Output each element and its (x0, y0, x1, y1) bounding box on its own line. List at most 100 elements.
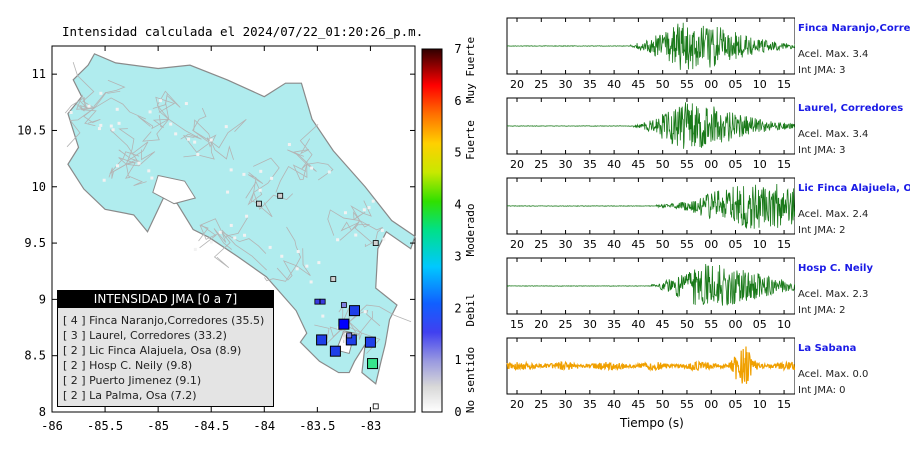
waveform-tick-label: 40 (631, 318, 645, 331)
station-marker (372, 240, 379, 246)
x-tick-label: -85 (147, 419, 169, 433)
station-intensity: Int JMA: 0 (798, 385, 846, 396)
station-accel: Acel. Max. 0.0 (798, 369, 869, 380)
waveform-tick-label: 10 (777, 318, 791, 331)
road-network (64, 61, 412, 354)
legend-box (57, 290, 274, 407)
waveform-tick-label: 45 (631, 398, 645, 411)
station-accel: Acel. Max. 2.4 (798, 209, 869, 220)
colorbar-tick-label: 6 (454, 94, 461, 108)
waveform-tick-label: 05 (729, 398, 743, 411)
waveform-tick-label: 40 (607, 78, 621, 91)
station-marker (316, 334, 328, 346)
station-marker (364, 336, 376, 348)
waveform-trace (506, 183, 795, 229)
waveform-tick-label: 15 (777, 398, 791, 411)
waveform-tick-label: 20 (510, 398, 524, 411)
waveform-tick-label: 05 (753, 318, 767, 331)
waveform-tick-label: 10 (753, 238, 767, 251)
waveform-tick-label: 10 (753, 78, 767, 91)
colorbar-tick-label: 7 (454, 42, 461, 56)
station-markers (256, 192, 379, 410)
map-title: Intensidad calculada el 2024/07/22_01:20… (62, 24, 424, 39)
waveform-tick-label: 15 (510, 318, 524, 331)
y-tick-label: 11 (32, 67, 46, 81)
legend-row: [ 2 ] Hosp C. Neily (9.8) (63, 359, 193, 372)
x-tick-label: -83 (360, 419, 382, 433)
colorbar-tick-label: 2 (454, 301, 461, 315)
waveform-tick-label: 20 (534, 318, 548, 331)
waveform-trace (506, 22, 795, 70)
waveform-tick-label: 40 (607, 238, 621, 251)
waveform-tick-label: 50 (656, 78, 670, 91)
waveform-tick-label: 00 (704, 158, 718, 171)
y-tick-label: 10.5 (17, 123, 46, 137)
waveform-tick-label: 50 (656, 158, 670, 171)
legend-row: [ 4 ] Finca Naranjo,Corredores (35.5) (63, 314, 265, 327)
waveform-tick-label: 10 (753, 158, 767, 171)
waveform-tick-label: 15 (777, 238, 791, 251)
waveform-tick-label: 05 (729, 238, 743, 251)
station-marker (338, 318, 350, 330)
station-intensity: Int JMA: 3 (798, 65, 846, 76)
y-tick-label: 9 (39, 292, 46, 306)
waveform-tick-label: 20 (510, 238, 524, 251)
waveform-tick-label: 00 (704, 78, 718, 91)
waveform-tick-label: 30 (559, 78, 573, 91)
x-tick-label: -83.5 (299, 419, 335, 433)
colorbar-label: Moderado (464, 204, 477, 257)
waveform-tick-label: 15 (777, 158, 791, 171)
colorbar-tick-label: 0 (454, 405, 461, 419)
waveform-trace (506, 263, 795, 306)
colorbar-ticks: 0 1 2 3 4 5 6 7 (454, 42, 461, 419)
waveform-tick-label: 55 (680, 398, 694, 411)
colorbar (421, 48, 443, 413)
station-marker (346, 332, 353, 339)
station-marker (277, 192, 284, 199)
station-name: Finca Naranjo,Corredores (798, 23, 910, 34)
waveform-tick-label: 05 (729, 158, 743, 171)
legend-title: INTENSIDAD JMA [0 a 7] (57, 290, 274, 308)
colorbar-label: No sentido (464, 347, 477, 413)
colorbar-tick-label: 1 (454, 353, 461, 367)
x-tick-label: -84.5 (193, 419, 229, 433)
colorbar-label: Debil (464, 293, 477, 326)
waveform-tick-label: 25 (534, 158, 548, 171)
station-name: Laurel, Corredores (798, 103, 904, 114)
colorbar-tick-label: 4 (454, 198, 461, 212)
waveform-tick-label: 20 (510, 78, 524, 91)
waveform-tick-label: 55 (704, 318, 718, 331)
waveform-tick-label: 50 (656, 398, 670, 411)
y-tick-label: 8.5 (24, 349, 46, 363)
waveform-tick-label: 15 (777, 78, 791, 91)
x-axis-ticks: -86 -85.5 -85 -84.5 -84 -83.5 -83 (41, 46, 381, 433)
station-accel: Acel. Max. 3.4 (798, 49, 869, 60)
waveform-tick-label: 25 (534, 78, 548, 91)
x-tick-label: -86 (41, 419, 63, 433)
station-marker (367, 358, 379, 370)
waveform-tick-label: 30 (559, 158, 573, 171)
station-marker (340, 302, 347, 308)
waveform-tick-label: 10 (753, 398, 767, 411)
waveform-tick-label: 00 (704, 238, 718, 251)
colorbar-tick-label: 3 (454, 249, 461, 263)
waveform-tick-label: 55 (680, 158, 694, 171)
waveform-tick-label: 05 (729, 78, 743, 91)
y-tick-label: 8 (39, 405, 46, 419)
waveform-tick-label: 30 (559, 398, 573, 411)
y-tick-label: 10 (32, 180, 46, 194)
waveform-tick-label: 20 (510, 158, 524, 171)
station-intensity: Int JMA: 2 (798, 225, 846, 236)
station-marker (330, 276, 337, 283)
waveform-tick-label: 35 (583, 238, 597, 251)
station-name: Lic Finca Alajuela, Osa (798, 183, 910, 194)
station-intensity: Int JMA: 2 (798, 305, 846, 316)
legend-row: [ 2 ] Puerto Jimenez (9.1) (63, 374, 202, 387)
legend-row: [ 2 ] La Palma, Osa (7.2) (63, 389, 197, 402)
waveform-tick-label: 35 (607, 318, 621, 331)
station-marker (256, 200, 262, 207)
station-marker (314, 298, 321, 305)
station-marker (319, 298, 326, 305)
station-intensity: Int JMA: 3 (798, 145, 846, 156)
waveform-tick-label: 35 (583, 158, 597, 171)
